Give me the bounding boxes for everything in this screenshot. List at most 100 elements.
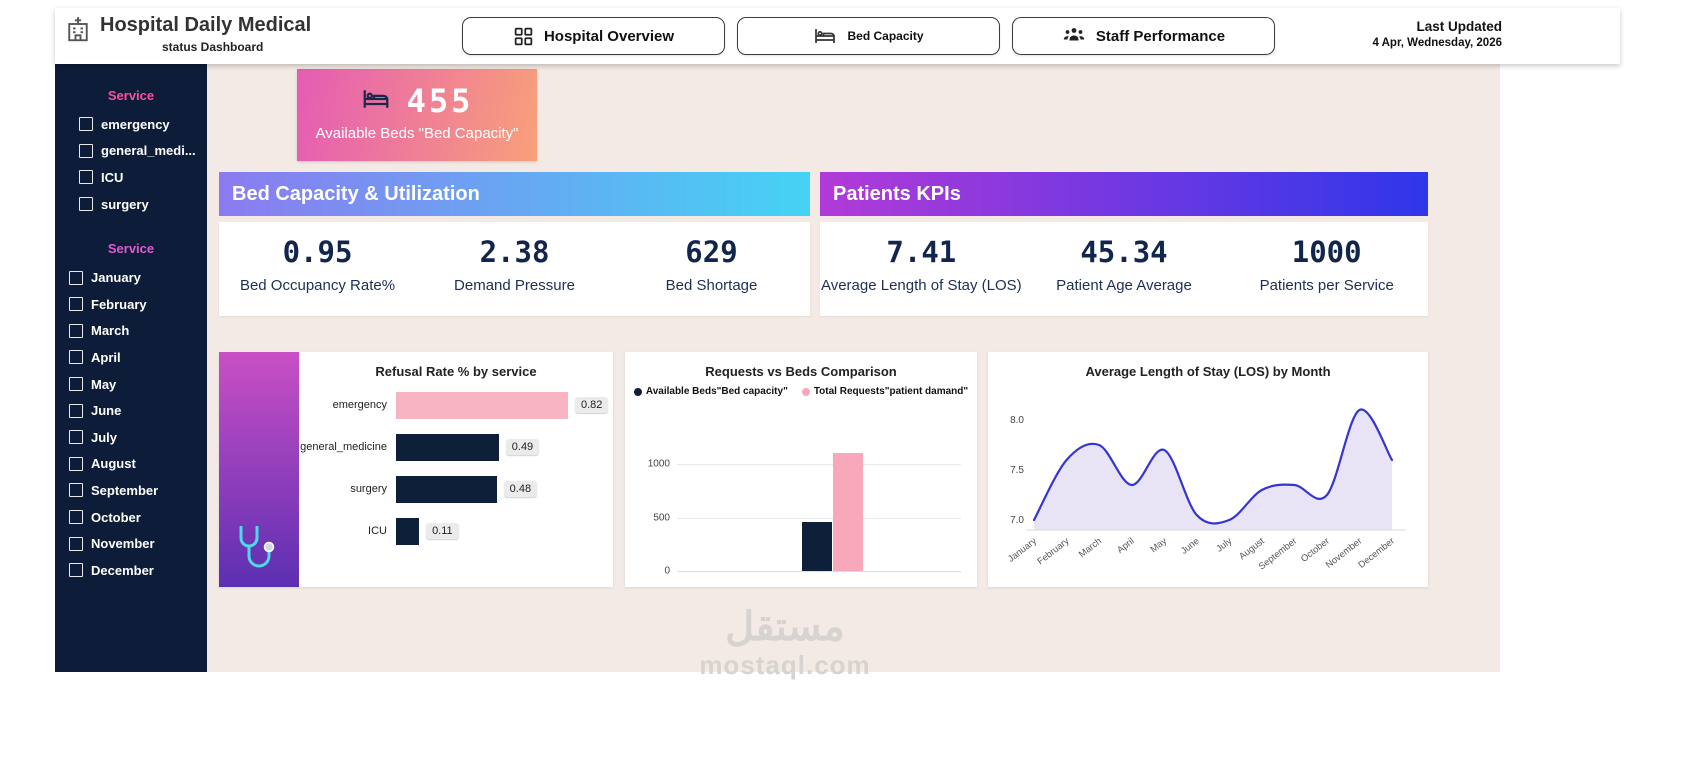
bar[interactable] bbox=[396, 433, 499, 461]
checkbox[interactable] bbox=[69, 536, 83, 551]
filter-item-label: May bbox=[91, 376, 117, 392]
stethoscope-icon bbox=[233, 522, 279, 579]
kpi-label: Patients per Service bbox=[1259, 277, 1394, 294]
filter-item-february[interactable]: February bbox=[55, 291, 207, 318]
x-axis-label: May bbox=[1148, 535, 1168, 554]
filter-item-emergency[interactable]: emergency bbox=[55, 111, 207, 138]
nav-hospital-overview[interactable]: Hospital Overview bbox=[462, 17, 725, 55]
bar[interactable] bbox=[396, 517, 420, 545]
kpi-value: 629 bbox=[685, 235, 738, 269]
bed-icon bbox=[813, 24, 837, 48]
bar[interactable] bbox=[396, 475, 497, 503]
last-updated-value: 4 Apr, Wednesday, 2026 bbox=[1372, 37, 1502, 49]
bar[interactable] bbox=[396, 391, 568, 419]
filter-item-label: July bbox=[91, 429, 118, 445]
checkbox[interactable] bbox=[69, 297, 83, 312]
filter-item-generalmedi[interactable]: general_medi... bbox=[55, 138, 207, 165]
kpi-demand-pressure: 2.38 Demand Pressure bbox=[416, 222, 613, 316]
kpi-value: 1000 bbox=[1291, 235, 1362, 269]
bar-row-surgery: surgery 0.48 bbox=[299, 468, 613, 510]
filter-item-december[interactable]: December bbox=[55, 557, 207, 584]
filter-item-april[interactable]: April bbox=[55, 344, 207, 371]
kpi-patients-per-service: 1000 Patients per Service bbox=[1225, 222, 1428, 316]
top-nav: Hospital Overview Bed Capacity bbox=[462, 17, 1275, 55]
last-updated-label: Last Updated bbox=[1416, 19, 1502, 34]
nav-bed-capacity[interactable]: Bed Capacity bbox=[737, 17, 1000, 55]
bar-category-label: ICU bbox=[368, 525, 387, 537]
filter-item-label: surgery bbox=[101, 196, 149, 212]
checkbox[interactable] bbox=[69, 430, 83, 445]
filter-item-label: March bbox=[91, 323, 130, 339]
legend-item[interactable]: Total Requests"patient damand" bbox=[801, 386, 969, 397]
kpi-bed-occupancy-rate: 0.95 Bed Occupancy Rate% bbox=[219, 222, 416, 316]
available-beds-value: 455 bbox=[406, 82, 474, 120]
legend-label: Available Beds"Bed capacity" bbox=[645, 386, 788, 397]
bed-capacity-banner-title: Bed Capacity & Utilization bbox=[232, 182, 480, 205]
filter-item-march[interactable]: March bbox=[55, 318, 207, 345]
brand: Hospital Daily Medical status Dashboard bbox=[63, 14, 311, 54]
nav-staff-performance[interactable]: Staff Performance bbox=[1012, 17, 1275, 55]
filter-item-august[interactable]: August bbox=[55, 451, 207, 478]
legend-dot bbox=[801, 387, 810, 396]
checkbox[interactable] bbox=[69, 323, 83, 338]
x-axis-label: July bbox=[1214, 535, 1233, 553]
y-axis-tick: 8.0 bbox=[1010, 415, 1024, 426]
filter-item-january[interactable]: January bbox=[55, 264, 207, 291]
gridline bbox=[677, 571, 961, 572]
checkbox[interactable] bbox=[79, 170, 93, 185]
kpi-label: Bed Occupancy Rate% bbox=[239, 277, 396, 294]
checkbox[interactable] bbox=[69, 377, 83, 392]
checkbox[interactable] bbox=[69, 270, 83, 285]
kpi-average-los: 7.41 Average Length of Stay (LOS) bbox=[820, 222, 1023, 316]
kpi-label: Patient Age Average bbox=[1056, 277, 1192, 294]
checkbox[interactable] bbox=[69, 483, 83, 498]
patients-kpis-banner-title: Patients KPIs bbox=[833, 182, 961, 205]
bed-kpi-card: 0.95 Bed Occupancy Rate% 2.38 Demand Pre… bbox=[219, 222, 810, 316]
sidebar: Service emergency general_medi... ICU surger… bbox=[55, 64, 207, 672]
nav-label: Staff Performance bbox=[1095, 27, 1226, 45]
filter-panels: Service emergency general_medi... ICU surger… bbox=[55, 88, 207, 584]
app-subtitle: status Dashboard bbox=[162, 40, 264, 54]
kpi-bed-shortage: 629 Bed Shortage bbox=[613, 222, 810, 316]
filter-item-label: ICU bbox=[101, 169, 124, 185]
checkbox[interactable] bbox=[69, 456, 83, 471]
checkbox[interactable] bbox=[69, 350, 83, 365]
watermark: مستقل mostaql.com bbox=[640, 604, 930, 681]
watermark-domain: mostaql.com bbox=[699, 650, 871, 680]
refusal-rate-chart: Refusal Rate % by service emergency 0.82 g… bbox=[219, 352, 613, 587]
filter-item-october[interactable]: October bbox=[55, 504, 207, 531]
gridline bbox=[677, 517, 961, 519]
watermark-arabic: مستقل bbox=[725, 605, 845, 649]
column-total-requests[interactable] bbox=[833, 453, 864, 571]
filter-item-surgery[interactable]: surgery bbox=[55, 191, 207, 218]
filter-item-november[interactable]: November bbox=[55, 530, 207, 557]
bar-category-label: surgery bbox=[350, 483, 387, 495]
filter-item-label: December bbox=[91, 562, 154, 578]
column-available-beds[interactable] bbox=[801, 522, 832, 571]
filter-item-icu[interactable]: ICU bbox=[55, 164, 207, 191]
checkbox[interactable] bbox=[69, 403, 83, 418]
filter-item-june[interactable]: June bbox=[55, 397, 207, 424]
bar-category-label: emergency bbox=[332, 399, 387, 411]
checkbox[interactable] bbox=[79, 143, 93, 158]
checkbox[interactable] bbox=[69, 563, 83, 578]
filter-item-september[interactable]: September bbox=[55, 477, 207, 504]
legend-label: Total Requests"patient damand" bbox=[813, 386, 969, 397]
legend-item[interactable]: Available Beds"Bed capacity" bbox=[633, 386, 788, 397]
x-axis-label: April bbox=[1115, 536, 1136, 555]
checkbox[interactable] bbox=[79, 197, 93, 212]
los-line bbox=[1032, 408, 1394, 525]
patients-kpi-card: 7.41 Average Length of Stay (LOS) 45.34 … bbox=[820, 222, 1428, 316]
x-axis-label: June bbox=[1179, 536, 1201, 556]
checkbox[interactable] bbox=[69, 510, 83, 525]
checkbox[interactable] bbox=[79, 117, 93, 132]
filter-item-may[interactable]: May bbox=[55, 371, 207, 398]
kpi-value: 2.38 bbox=[479, 235, 550, 269]
available-beds-card: 455 Available Beds "Bed Capacity" bbox=[297, 69, 537, 161]
bar-row-emergency: emergency 0.82 bbox=[299, 384, 613, 426]
filter-item-label: January bbox=[91, 270, 141, 286]
staff-icon bbox=[1062, 24, 1086, 48]
filter-item-july[interactable]: July bbox=[55, 424, 207, 451]
kpi-value: 0.95 bbox=[282, 235, 353, 269]
requests-vs-beds-chart: Requests vs Beds Comparison Available Be… bbox=[625, 352, 977, 587]
